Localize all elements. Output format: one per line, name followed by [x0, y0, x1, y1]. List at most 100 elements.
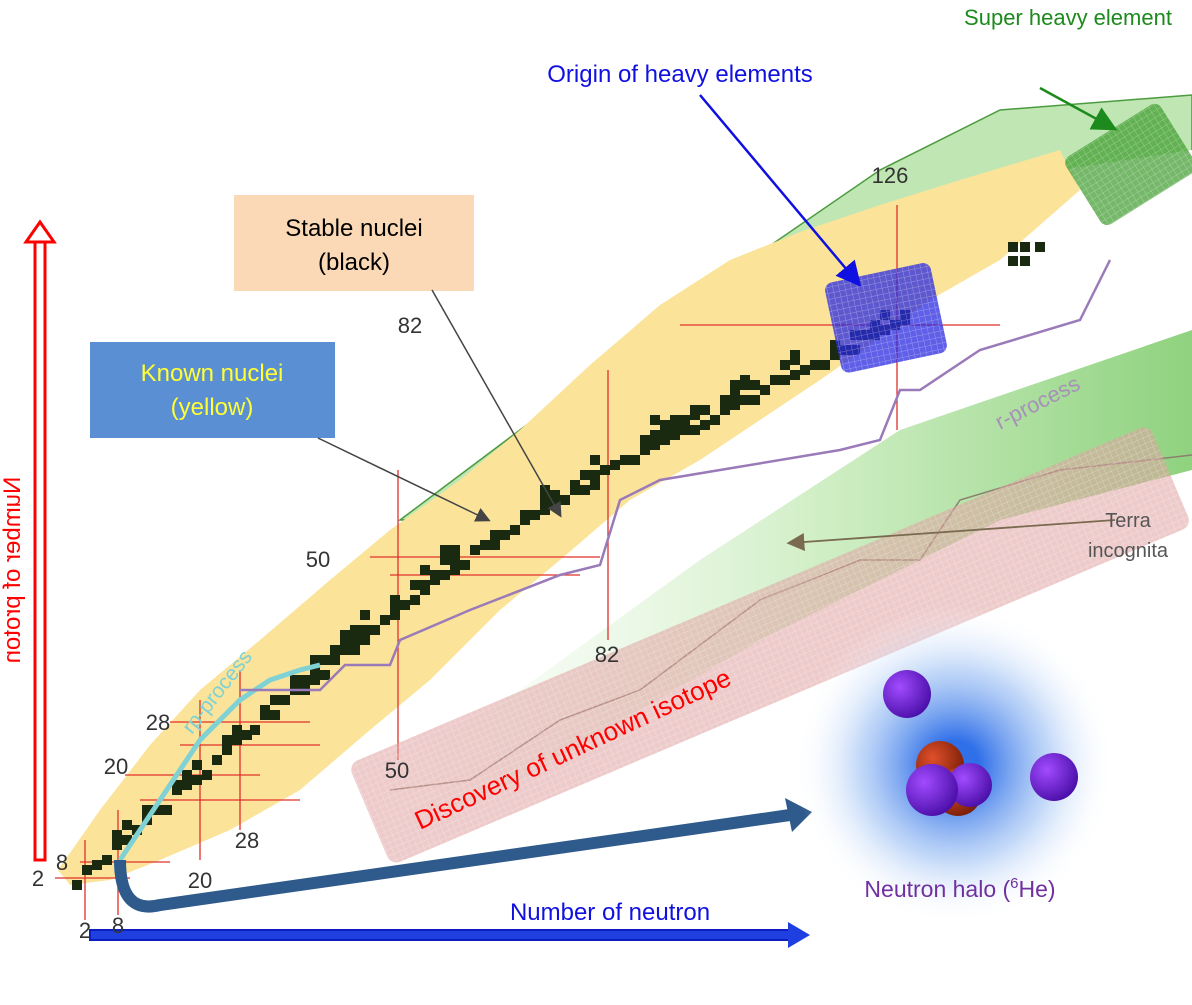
y-axis-label: Number of proton [0, 477, 26, 664]
stable-nucleus [530, 510, 540, 520]
neutron-magic-label: 20 [188, 868, 212, 893]
stable-nucleus [680, 415, 690, 425]
stable-nucleus [550, 490, 560, 500]
stable-nucleus [460, 560, 470, 570]
stable-nucleus [750, 395, 760, 405]
stable-nucleus [330, 655, 340, 665]
stable-nucleus [380, 615, 390, 625]
terra-line: incognita [1088, 540, 1169, 562]
stable-nucleus [800, 365, 810, 375]
stable-nucleus [1020, 242, 1030, 252]
stable-nucleus [590, 455, 600, 465]
stable-nucleus [340, 640, 350, 650]
stable-nucleus [270, 695, 280, 705]
x-axis-label: Number of neutron [510, 899, 710, 926]
stable-nucleus [182, 780, 192, 790]
stable-nucleus [640, 445, 650, 455]
stable-nucleus [320, 655, 330, 665]
stable-nucleus [730, 390, 740, 400]
stable-nucleus [290, 675, 300, 685]
stable-nucleus [620, 455, 630, 465]
stable-nucleus [410, 580, 420, 590]
stable-nucleus [770, 375, 780, 385]
stable-nucleus [280, 695, 290, 705]
stable-nucleus [670, 425, 680, 435]
stable-nucleus [232, 725, 242, 735]
stable-nucleus [330, 645, 340, 655]
stable-nucleus [350, 625, 360, 635]
stable-nucleus [112, 840, 122, 850]
stable-nucleus [730, 400, 740, 410]
stable-nucleus [580, 485, 590, 495]
proton-magic-label: 20 [104, 754, 128, 779]
stable-nucleus [212, 755, 222, 765]
stable-nucleus [350, 635, 360, 645]
stable-line: (black) [318, 249, 390, 276]
stable-nucleus [182, 770, 192, 780]
stable-nucleus [610, 460, 620, 470]
stable-nucleus [510, 525, 520, 535]
stable-nucleus [790, 370, 800, 380]
stable-nucleus [590, 480, 600, 490]
stable-nucleus [340, 630, 350, 640]
stable-nucleus [420, 565, 430, 575]
stable-nucleus [750, 380, 760, 390]
stable-nucleus [192, 775, 202, 785]
stable-nucleus [790, 350, 800, 360]
stable-nucleus [1020, 256, 1030, 266]
stable-nucleus [72, 880, 82, 890]
halo-text: Neutron halo ( [864, 876, 1010, 902]
stable-nucleus [390, 610, 400, 620]
neutron-magic-label: 8 [112, 913, 124, 938]
stable-nucleus [520, 510, 530, 520]
neutron-magic-label: 50 [385, 758, 409, 783]
stable-nucleus [360, 625, 370, 635]
stable-nucleus [480, 540, 490, 550]
stable-nucleus [270, 710, 280, 720]
stable-nucleus [730, 380, 740, 390]
stable-nucleus [540, 495, 550, 505]
proton-magic-label: 8 [56, 850, 68, 875]
stable-nucleus [410, 595, 420, 605]
stable-nucleus [162, 805, 172, 815]
halo-sup: 6 [1010, 875, 1018, 892]
stable-nucleus [700, 420, 710, 430]
stable-nucleus [680, 425, 690, 435]
stable-nucleus [350, 645, 360, 655]
stable-nucleus [92, 860, 102, 870]
stable-nucleus [740, 395, 750, 405]
stable-nucleus [310, 675, 320, 685]
stable-nucleus [430, 570, 440, 580]
stable-nucleus [600, 465, 610, 475]
stable-nucleus [102, 855, 112, 865]
proton-magic-label: 50 [306, 547, 330, 572]
terra-line: Terra [1105, 510, 1151, 532]
proton-magic-label: 28 [146, 710, 170, 735]
stable-nucleus [700, 405, 710, 415]
stable-nucleus [590, 470, 600, 480]
stable-nucleus [720, 405, 730, 415]
nuclide-chart: Super heavy element Origin of heavy elem… [0, 0, 1192, 1005]
super-heavy-label: Super heavy element [964, 5, 1172, 30]
stable-nucleus [112, 830, 122, 840]
stable-nucleus [660, 420, 670, 430]
stable-nucleus [122, 820, 132, 830]
stable-nucleus [470, 545, 480, 555]
proton-axis-arrow [26, 222, 54, 860]
halo-label: Neutron halo (6He) [864, 875, 1055, 902]
stable-nucleus [370, 625, 380, 635]
stable-nucleus [420, 580, 430, 590]
stable-nucleus [690, 405, 700, 415]
known-box [90, 342, 335, 438]
origin-label: Origin of heavy elements [547, 61, 812, 88]
stable-nucleus [740, 375, 750, 385]
stable-nucleus [450, 545, 460, 555]
stable-nucleus [650, 415, 660, 425]
stable-nucleus [500, 530, 510, 540]
neutron-magic-label: 126 [872, 163, 909, 188]
stable-nucleus [690, 425, 700, 435]
stable-nucleus [490, 530, 500, 540]
stable-nucleus [580, 470, 590, 480]
stable-nucleus [192, 760, 202, 770]
stable-nucleus [570, 480, 580, 490]
